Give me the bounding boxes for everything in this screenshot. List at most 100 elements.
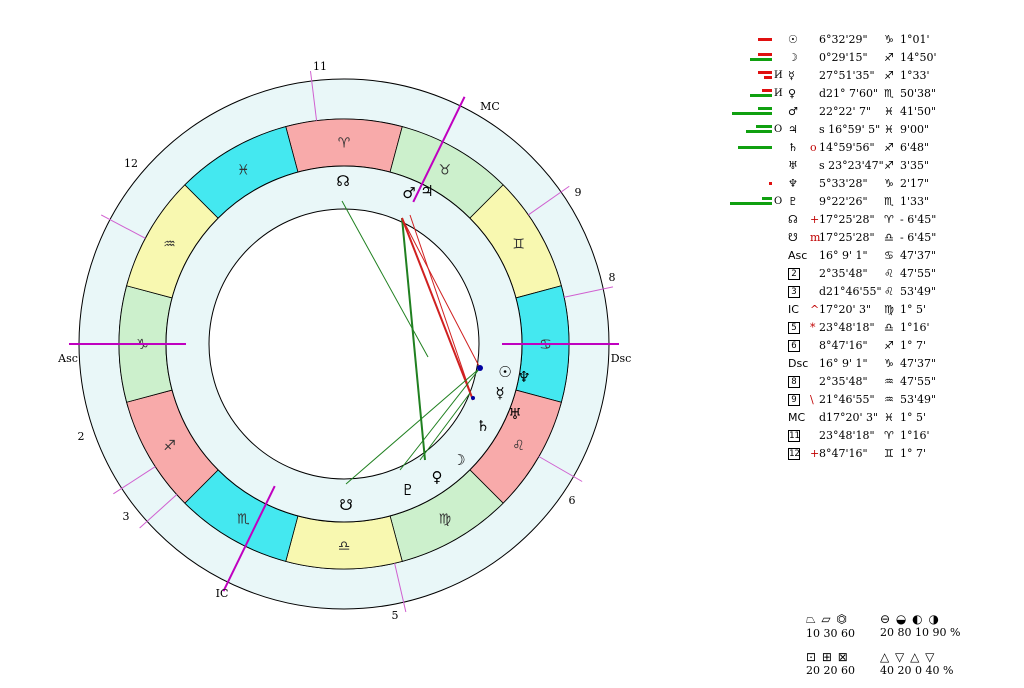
table-row: 12 +8°47'16" ♊ 1° 7' xyxy=(728,445,1018,463)
strength-bar-green xyxy=(762,197,772,200)
row-symbol: ♄ xyxy=(788,141,798,154)
row-sign-glyph: ♑ xyxy=(884,357,894,370)
table-row: 6 8°47'16" ♐ 1° 7' xyxy=(728,337,1018,355)
row-position: 0°29'15" xyxy=(819,51,868,64)
row-orb: 41'50" xyxy=(900,105,937,118)
legend-house-type-symbols: ⊡ ⊞ ⊠ xyxy=(806,650,849,664)
house-number-box: 12 xyxy=(788,448,800,460)
row-sign-glyph: ♌ xyxy=(884,267,894,280)
row-position: 2°35'48" xyxy=(819,267,868,280)
row-prefix: \ xyxy=(810,393,814,406)
house-number-box: 9 xyxy=(788,394,800,406)
table-row: И ♀ d21° 7'60" ♏ 50'38" xyxy=(728,85,1018,103)
row-sign-glyph: ♒ xyxy=(884,393,894,406)
row-orb: 1°33' xyxy=(900,69,930,82)
strength-bar-green xyxy=(746,130,772,133)
row-position: s 23°23'47" xyxy=(819,159,884,172)
cusp-line-h2 xyxy=(113,466,156,495)
table-row: ☊ +17°25'28" ♈ - 6'45" xyxy=(728,211,1018,229)
strength-bars xyxy=(728,412,772,424)
row-symbol: ☿ xyxy=(788,69,795,82)
row-prefix: ^ xyxy=(810,303,820,316)
strength-bars xyxy=(728,322,772,334)
planet-glyph-north-node: ☊ xyxy=(336,172,349,190)
strength-bar-red xyxy=(764,76,772,79)
strength-bars xyxy=(728,448,772,460)
table-row: MC d17°20' 3" ♓ 1° 5' xyxy=(728,409,1018,427)
strength-bars xyxy=(728,196,772,208)
row-position: 23°48'18" xyxy=(819,429,875,442)
cusp-line-ic xyxy=(222,485,276,592)
row-prefix: + xyxy=(810,213,820,226)
cusp-label-mc: MC xyxy=(480,100,500,113)
zodiac-sign-glyph-3: ♊ xyxy=(512,236,525,252)
strength-bars xyxy=(728,376,772,388)
row-orb: 47'55" xyxy=(900,375,937,388)
zodiac-sign-glyph-1: ♈ xyxy=(338,136,351,152)
cusp-label-h8: 8 xyxy=(609,271,616,284)
strength-bar-green xyxy=(758,107,772,110)
table-row: O ♃ s 16°59' 5" ♓ 9'00" xyxy=(728,121,1018,139)
row-orb: 1° 5' xyxy=(900,303,927,316)
cusp-line-h8 xyxy=(563,286,614,298)
cusp-line-h3 xyxy=(139,494,178,529)
aspect-line-8 xyxy=(419,392,471,461)
zodiac-sign-glyph-11: ♒ xyxy=(163,236,176,252)
strength-bars xyxy=(728,250,772,262)
row-prefix: m xyxy=(810,231,821,244)
row-sign-glyph: ♑ xyxy=(884,33,894,46)
cusp-line-h6 xyxy=(538,456,583,482)
aspect-line-6 xyxy=(345,367,481,485)
strength-bars xyxy=(728,52,772,64)
strength-bars xyxy=(728,124,772,136)
row-sign-glyph: ♈ xyxy=(884,429,894,442)
strength-bar-green xyxy=(730,202,772,205)
table-row: IC ^ 17°20' 3" ♍ 1° 5' xyxy=(728,301,1018,319)
row-sign-glyph: ♌ xyxy=(884,285,894,298)
strength-bar-red xyxy=(758,71,772,74)
legend-element-symbols: △ ▽ △ ▽ xyxy=(880,650,936,664)
house-number-box: 2 xyxy=(788,268,800,280)
row-position: s 16°59' 5" xyxy=(819,123,881,136)
row-sign-glyph: ♒ xyxy=(884,375,894,388)
row-position: 17°25'28" xyxy=(819,213,875,226)
strength-bars xyxy=(728,160,772,172)
table-row: O ♇ 9°22'26" ♏ 1'33" xyxy=(728,193,1018,211)
cusp-line-h5 xyxy=(394,563,407,613)
row-symbol: IC xyxy=(788,303,799,316)
row-sign-glyph: ♐ xyxy=(884,339,894,352)
cusp-line-h11 xyxy=(309,70,318,121)
row-sign-glyph: ♋ xyxy=(884,249,894,262)
house-number-box: 5 xyxy=(788,322,800,334)
strength-bars xyxy=(728,358,772,370)
row-position: 22°22' 7" xyxy=(819,105,872,118)
row-sign-glyph: ♑ xyxy=(884,177,894,190)
inner-circle xyxy=(208,208,480,480)
row-orb: 1°16' xyxy=(900,429,930,442)
zodiac-sign-glyph-7: ♎ xyxy=(338,539,351,555)
cusp-label-asc: Asc xyxy=(57,352,78,365)
row-symbol: ♂ xyxy=(788,105,798,118)
zodiac-sign-glyph-12: ♓ xyxy=(237,162,250,178)
strength-bars xyxy=(728,178,772,190)
row-orb: 3'35" xyxy=(900,159,930,172)
house-number-box: 8 xyxy=(788,376,800,388)
row-orb: 1°01' xyxy=(900,33,930,46)
table-row: 5 * 23°48'18" ♎ 1°16' xyxy=(728,319,1018,337)
row-mark: И xyxy=(774,88,783,99)
row-sign-glyph: ♍ xyxy=(884,303,894,316)
house-number-box: 3 xyxy=(788,286,800,298)
row-orb: 53'49" xyxy=(900,285,937,298)
planet-glyph-neptune: ♆ xyxy=(517,368,530,386)
legend-element-values: 40 20 0 40 % xyxy=(880,664,954,677)
strength-bar-red xyxy=(758,38,772,41)
row-symbol: ♆ xyxy=(788,177,798,190)
legend-house-type-values: 20 20 60 xyxy=(806,664,855,677)
cusp-label-h5: 5 xyxy=(392,609,399,622)
strength-bars xyxy=(728,286,772,298)
row-sign-glyph: ♎ xyxy=(884,321,894,334)
row-position: 2°35'48" xyxy=(819,375,868,388)
cusp-line-h12 xyxy=(100,214,146,239)
strength-bars xyxy=(728,430,772,442)
strength-bar-green xyxy=(756,125,772,128)
